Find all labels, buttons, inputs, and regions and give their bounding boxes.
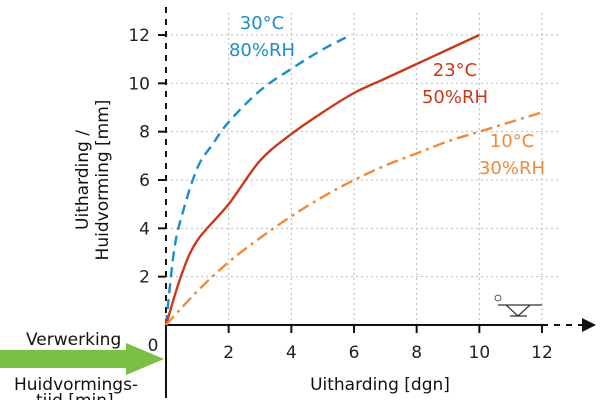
x-axis-label: Uitharding [dgn] xyxy=(310,375,450,395)
x-axis-arrowhead xyxy=(582,318,596,332)
grid xyxy=(166,10,560,325)
y-tick-label: 4 xyxy=(139,219,150,239)
verwerking-arrow-head xyxy=(126,343,164,375)
series-labels: 30°C 80%RH 23°C 50%RH 10°C 30%RH xyxy=(229,13,545,179)
ticks: 2 4 6 8 10 12 2 4 6 8 10 12 xyxy=(128,26,552,363)
x-tick-label: 10 xyxy=(469,343,491,363)
x-tick-label: 6 xyxy=(349,343,360,363)
series-label-line1: 30°C xyxy=(240,13,284,34)
verwerking-arrow-shaft xyxy=(0,350,128,368)
x-tick-label: 2 xyxy=(223,343,234,363)
x-tick-label: 12 xyxy=(531,343,553,363)
y-axis-label-line2: Huidvorming [mm] xyxy=(93,100,113,261)
y-tick-label: 2 xyxy=(139,268,150,288)
y-tick-label: 8 xyxy=(139,123,150,143)
verwerking-label: Verwerking xyxy=(26,330,121,350)
huidvormings-label-cut: tijd [min] xyxy=(36,391,114,400)
series-label-line1: 10°C xyxy=(490,131,534,152)
y-axis-label-line1: Uitharding / xyxy=(73,130,93,230)
series-label-line2: 80%RH xyxy=(229,40,295,61)
series-label-line2: 50%RH xyxy=(422,87,488,108)
x-tick-label: 4 xyxy=(286,343,297,363)
huidvormings-label: Huidvormings- xyxy=(14,375,138,395)
series-23c-line xyxy=(164,33,480,326)
series-lines xyxy=(164,33,543,326)
y-tick-label: 10 xyxy=(128,74,150,94)
y-tick-label: 12 xyxy=(128,26,150,46)
y-tick-label: 6 xyxy=(139,171,150,191)
series-30c-line xyxy=(164,33,352,326)
sealant-icon xyxy=(494,294,542,317)
x-tick-label: 8 xyxy=(411,343,422,363)
origin-tick-label: 0 xyxy=(148,336,159,356)
verwerking-arrow xyxy=(0,343,164,375)
series-label-line1: 23°C xyxy=(433,60,477,81)
series-label-line2: 30%RH xyxy=(479,158,545,179)
